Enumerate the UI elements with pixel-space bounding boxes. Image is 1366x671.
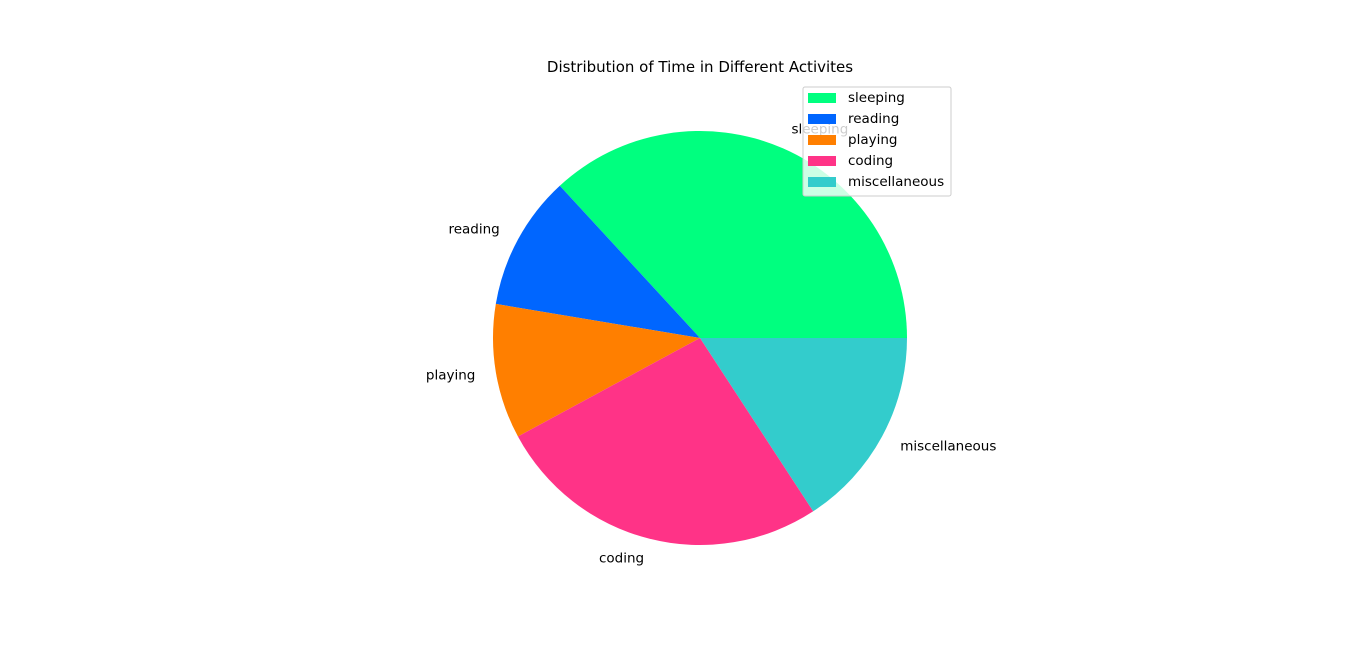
legend-swatch-playing bbox=[808, 135, 836, 145]
legend-swatch-reading bbox=[808, 114, 836, 124]
slice-label-miscellaneous: miscellaneous bbox=[900, 438, 996, 454]
legend-swatch-miscellaneous bbox=[808, 177, 836, 187]
legend-label-coding: coding bbox=[848, 153, 893, 169]
slice-label-reading: reading bbox=[448, 222, 499, 238]
legend-label-playing: playing bbox=[848, 132, 897, 148]
pie-slice-reading bbox=[495, 185, 700, 338]
pie-slice-playing bbox=[492, 303, 700, 437]
slice-label-playing: playing bbox=[426, 367, 475, 383]
legend-swatch-sleeping bbox=[808, 93, 836, 103]
legend-frame bbox=[802, 86, 952, 197]
chart-title: Distribution of Time in Different Activi… bbox=[547, 58, 853, 76]
slice-label-coding: coding bbox=[599, 551, 644, 567]
legend: sleeping reading playing coding miscellaneou… bbox=[802, 86, 952, 197]
legend-label-miscellaneous: miscellaneous bbox=[848, 174, 944, 190]
legend-label-reading: reading bbox=[848, 111, 899, 127]
slice-labels: sleepingreadingplayingcodingmiscellaneou… bbox=[426, 121, 996, 566]
legend-label-sleeping: sleeping bbox=[848, 90, 905, 106]
pie-slice-miscellaneous bbox=[700, 338, 907, 512]
legend-swatch-coding bbox=[808, 156, 836, 166]
pie-slice-coding bbox=[517, 338, 814, 545]
